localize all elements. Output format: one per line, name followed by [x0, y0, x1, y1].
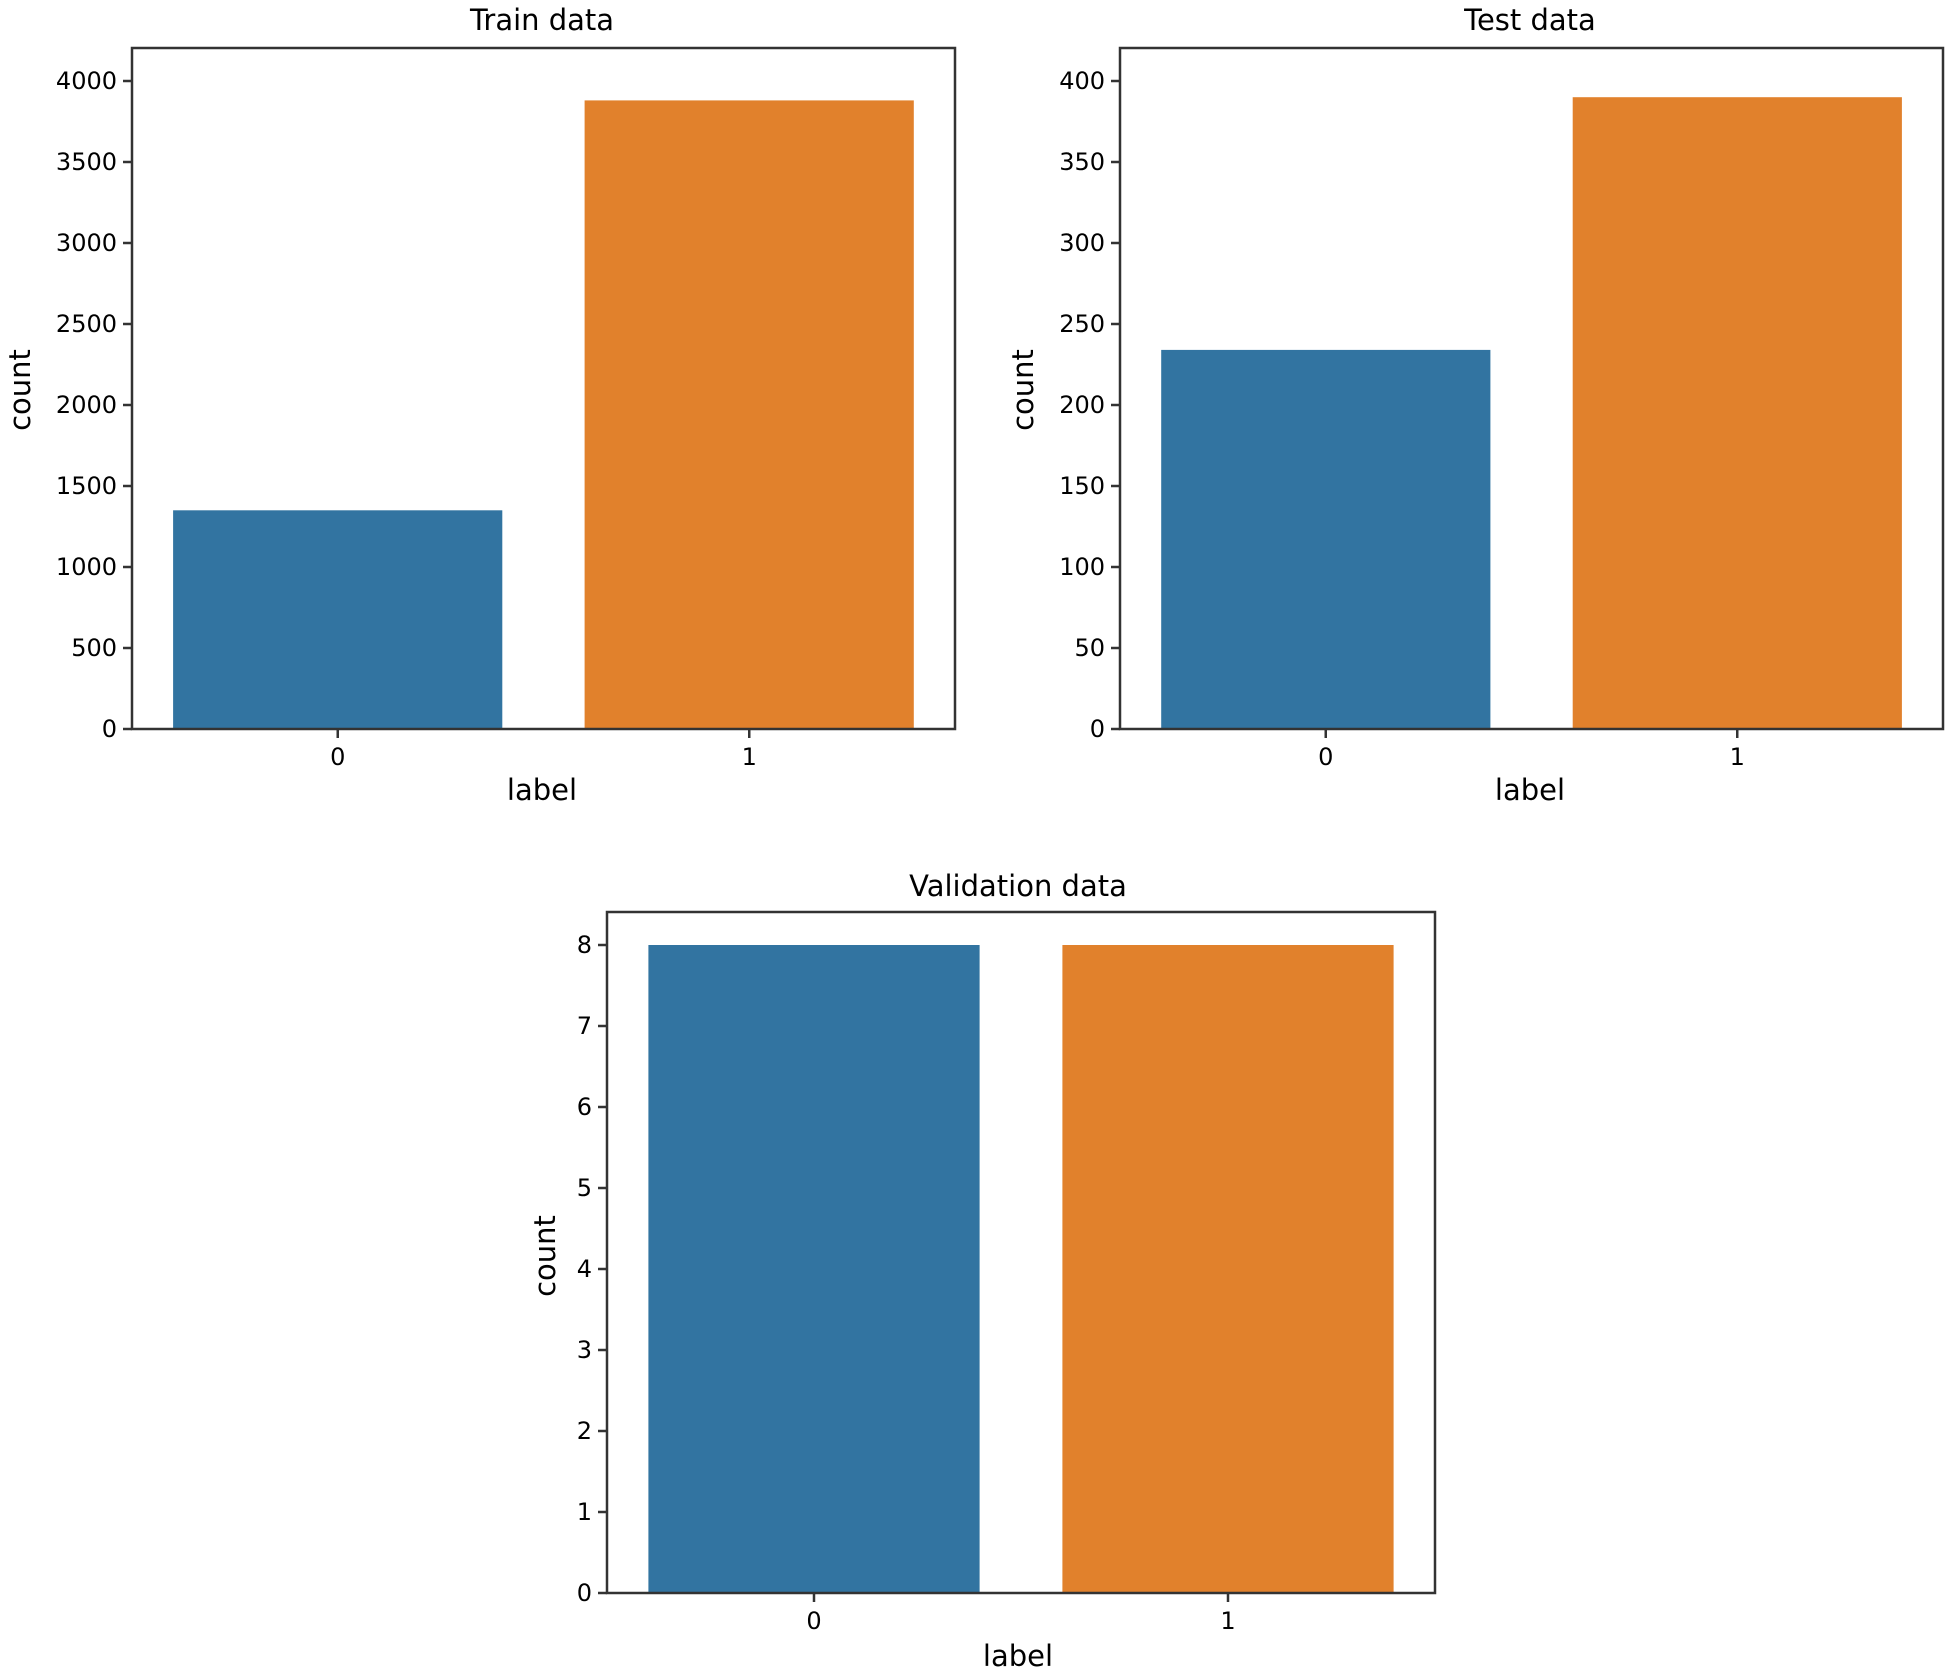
y-tick-label: 2000	[56, 391, 117, 419]
y-tick-label: 250	[1059, 310, 1105, 338]
y-tick-label: 150	[1059, 472, 1105, 500]
bar-1	[1572, 97, 1902, 729]
x-tick-label: 0	[1318, 743, 1333, 771]
y-tick-label: 350	[1059, 148, 1105, 176]
y-tick-label: 100	[1059, 553, 1105, 581]
y-tick-label: 7	[577, 1012, 592, 1040]
y-tick-label: 300	[1059, 229, 1105, 257]
chart-title: Validation data	[909, 869, 1127, 903]
bar-0	[648, 945, 980, 1593]
x-tick-label: 0	[806, 1607, 821, 1635]
train-data-chart: Train data label count 0 1 0 500 1000 1500 200…	[3, 3, 957, 807]
bars	[648, 945, 1394, 1593]
bar-1	[584, 100, 914, 729]
y-tick-label: 5	[577, 1174, 592, 1202]
y-tick-label: 2500	[56, 310, 117, 338]
y-axis-label: count	[528, 1215, 562, 1297]
y-tick-label: 50	[1074, 634, 1105, 662]
y-axis-label: count	[1006, 349, 1040, 431]
plot-frame	[1118, 46, 1945, 731]
y-tick-label: 1500	[56, 472, 117, 500]
chart-title: Test data	[1463, 3, 1596, 37]
chart-title: Train data	[469, 3, 614, 37]
y-tick-label: 6	[577, 1093, 592, 1121]
y-tick-label: 3000	[56, 229, 117, 257]
x-tick-label: 1	[1730, 743, 1745, 771]
y-tick-label: 0	[577, 1579, 592, 1607]
y-tick-label: 400	[1059, 67, 1105, 95]
x-axis-label: label	[983, 1639, 1053, 1673]
x-axis-label: label	[507, 773, 577, 807]
plot-frame	[130, 46, 957, 731]
bar-0	[173, 510, 503, 729]
x-axis-label: label	[1495, 773, 1565, 807]
y-tick-label: 3500	[56, 148, 117, 176]
x-tick-label: 0	[330, 743, 345, 771]
y-tick-label: 1	[577, 1498, 592, 1526]
x-tick-label: 1	[742, 743, 757, 771]
y-tick-label: 2	[577, 1417, 592, 1445]
y-tick-label: 4000	[56, 67, 117, 95]
test-data-chart: Test data label count 0 1 0 50 100 150 200 250 3…	[1006, 3, 1945, 807]
y-tick-label: 0	[1090, 715, 1105, 743]
y-tick-label: 4	[577, 1255, 592, 1283]
y-tick-label: 8	[577, 931, 592, 959]
x-tick-label: 1	[1220, 1607, 1235, 1635]
y-tick-label: 0	[102, 715, 117, 743]
y-tick-label: 3	[577, 1336, 592, 1364]
y-tick-label: 1000	[56, 553, 117, 581]
y-tick-label: 500	[71, 634, 117, 662]
validation-data-chart: Validation data label count 0 1 0 1 2 3 4 5 6 7 8	[528, 869, 1437, 1673]
y-axis-label: count	[3, 349, 37, 431]
bars	[1161, 97, 1902, 729]
bar-0	[1161, 349, 1491, 729]
plot-frame	[605, 910, 1437, 1595]
bar-1	[1062, 945, 1394, 1593]
bars	[173, 100, 914, 729]
y-tick-label: 200	[1059, 391, 1105, 419]
